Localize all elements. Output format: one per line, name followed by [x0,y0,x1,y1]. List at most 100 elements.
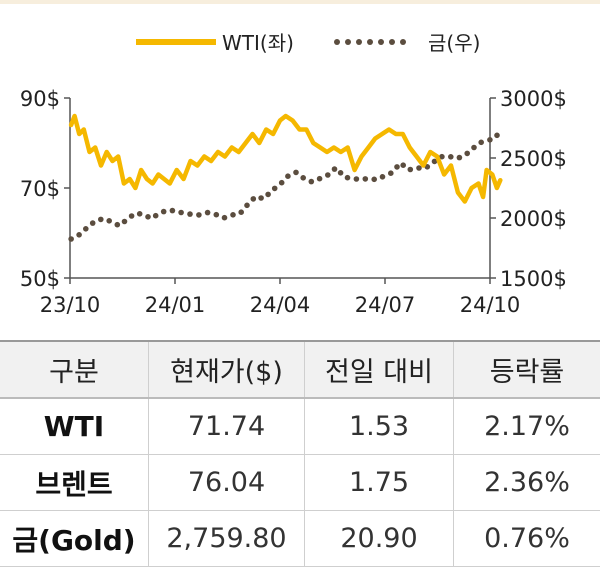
gold-point [325,172,331,178]
gold-point [258,195,264,201]
gold-point [471,145,477,151]
gold-point [178,210,184,216]
gold-point [205,210,211,216]
x-tick-label: 24/07 [355,293,416,317]
right-y-tick-label: 3000$ [500,87,567,111]
gold-point [265,192,271,198]
gold-point [394,164,400,170]
gold-point [244,203,250,209]
chart-legend: WTI(좌) 금(우) [136,31,480,55]
gold-point [187,211,193,217]
table-row: 금(Gold) 2,759.80 20.90 0.76% [0,511,600,567]
right-y-tick-label: 2500$ [500,147,567,171]
gold-point [285,173,291,179]
row-price: 76.04 [149,455,305,511]
legend-dot [389,39,395,45]
gold-point [222,215,228,221]
x-tick-label: 24/10 [460,293,521,317]
gold-point [196,212,202,218]
x-tick-label: 24/04 [250,293,311,317]
gold-point [464,151,470,157]
legend-label-wti: WTI(좌) [222,31,294,55]
gold-point [300,175,306,181]
table-header-row: 구분 현재가($) 전일 대비 등락률 [0,341,600,398]
row-rate: 0.76% [454,511,600,567]
gold-point [408,167,414,173]
price-table: 구분 현재가($) 전일 대비 등락률 WTI 71.74 1.53 2.17%… [0,340,600,567]
gold-point [137,211,143,217]
header-change: 전일 대비 [305,341,454,398]
gold-point [238,209,244,215]
gold-point [494,133,500,139]
row-name: 브렌트 [0,455,149,511]
header-category: 구분 [0,341,149,398]
left-y-tick-label: 90$ [20,87,60,111]
gold-point [487,137,493,143]
gold-point [293,170,299,176]
row-name: 금(Gold) [0,511,149,567]
gold-point [338,170,344,176]
row-change: 20.90 [305,511,454,567]
gold-point [76,232,82,238]
gold-point [400,162,406,168]
series-wti-line [71,116,500,202]
gold-point [145,214,151,220]
gold-point [317,176,323,182]
x-tick-label: 24/01 [145,293,206,317]
gold-point [332,166,338,172]
right-y-tick-label: 2000$ [500,207,567,231]
row-change: 1.75 [305,455,454,511]
table-row: 브렌트 76.04 1.75 2.36% [0,455,600,511]
gold-point [68,236,74,242]
legend-dot [345,39,351,45]
row-change: 1.53 [305,398,454,455]
gold-point [129,213,135,219]
gold-point [457,155,463,161]
gold-point [251,196,257,202]
legend-dot [334,39,340,45]
row-price: 71.74 [149,398,305,455]
row-price: 2,759.80 [149,511,305,567]
gold-point [448,154,454,160]
gold-point [416,165,422,171]
legend-dot [378,39,384,45]
gold-point [83,226,89,232]
header-price: 현재가($) [149,341,305,398]
gold-point [345,175,351,181]
gold-point [98,217,104,223]
right-y-tick-label: 1500$ [500,267,567,291]
legend-swatch-gold [334,39,406,45]
row-name: WTI [0,398,149,455]
gold-point [371,177,377,183]
gold-point [161,209,167,215]
x-ticks: 23/10 24/01 24/04 24/07 24/10 [40,278,521,317]
gold-point [90,220,96,226]
gold-point [230,212,236,218]
gold-point [363,176,369,182]
wti-gold-line-chart: WTI(좌) 금(우) 90$ 70$ 50$ 3000$ 2500$ 2000$ 150… [0,0,600,325]
gold-point [122,219,128,225]
left-y-tick-label: 70$ [20,177,60,201]
legend-dot [356,39,362,45]
legend-label-gold: 금(우) [428,31,480,55]
gold-point [388,170,394,176]
gold-point [279,180,285,186]
gold-point [309,179,315,185]
row-rate: 2.17% [454,398,600,455]
left-y-tick-label: 50$ [20,267,60,291]
row-rate: 2.36% [454,455,600,511]
gold-point [478,140,484,146]
table-row: WTI 71.74 1.53 2.17% [0,398,600,455]
gold-point [153,213,159,219]
gold-point [354,176,360,182]
x-tick-label: 23/10 [40,293,101,317]
legend-dot [400,39,406,45]
gold-point [170,208,176,214]
gold-point [380,174,386,180]
gold-point [214,212,220,218]
gold-point [272,186,278,192]
header-rate: 등락률 [454,341,600,398]
gold-point [115,222,121,228]
left-y-ticks: 90$ 70$ 50$ [20,87,70,291]
legend-dot [367,39,373,45]
